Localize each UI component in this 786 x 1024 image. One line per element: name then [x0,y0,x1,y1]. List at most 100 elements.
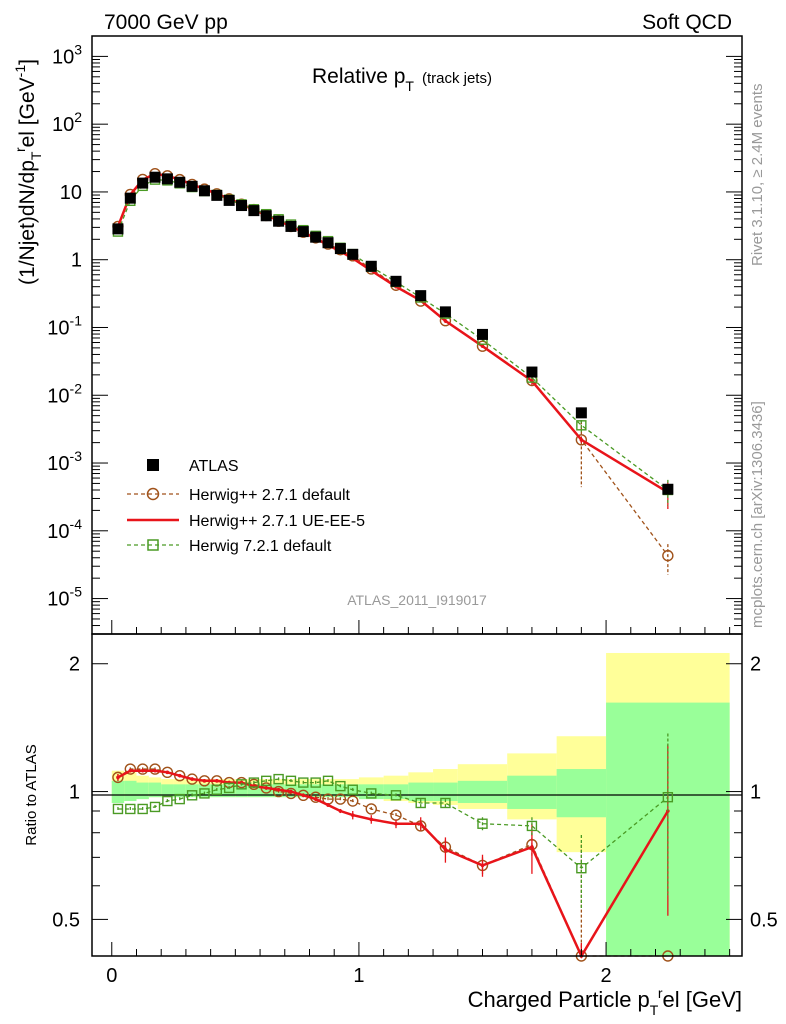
atlas-data-point [310,231,322,243]
marker-h271def [476,340,489,352]
ratio-marker-h271ue [530,845,534,849]
ratio-marker-h271ue [140,768,145,773]
tick-exponent: -4 [70,516,83,532]
ratio-marker-h271def [297,789,310,801]
tick-exponent: 2 [74,109,82,125]
atlas-data-point [112,223,124,235]
rivet-version-text: Rivet 3.1.10, ≥ 2.4M events [749,84,766,267]
marker-h271def [662,549,674,562]
atlas-data-point [124,192,136,204]
ratio-marker-h721 [526,820,538,832]
atlas-data-point [297,226,309,238]
tick-base: 10 [52,46,74,68]
xlabel-p1: Charged Particle p [468,987,650,1012]
ratio-band-inner [136,782,149,800]
ratio-band-inner [507,775,557,809]
ratio-band-inner [433,782,458,802]
ratio-marker-h271def [149,763,161,775]
x-tick-label: 2 [601,965,612,987]
bottom-y-axis-label: Ratio to ATLAS [23,744,40,845]
ratio-marker-h721 [273,773,284,785]
top-y-tick-label: 10-2 [47,380,82,407]
ratio-marker-h721 [415,797,426,809]
ratio-marker-h271ue [153,768,157,773]
x-tick-label: 0 [106,965,117,987]
tick-base: 10 [47,453,69,475]
marker-h271ue [443,319,448,323]
ratio-marker-h271def [174,769,186,782]
analysis-id: ATLAS_2011_I919017 [347,592,487,608]
ratio-band-inner [556,769,607,818]
ratio-marker-h271ue [326,803,330,807]
ratio-marker-h271ue [190,777,194,781]
ratio-marker-h721 [298,777,309,788]
top-ylabel-p1: (1/Njet)dN/dp [16,160,39,285]
top-ylabel-p2: T [28,151,44,160]
tick-base: 10 [47,317,69,339]
top-ylabel-p4: el [GeV [16,77,39,147]
top-y-tick-label: 10-3 [47,448,82,475]
mcplots-reference-text: mcplots.cern.ch [arXiv:1306.3436] [749,401,766,628]
atlas-data-point [285,220,297,232]
top-y-tick-label: 10-4 [47,516,82,543]
ratio-marker-h721 [347,784,358,795]
top-ylabel-p3: r [12,147,28,152]
ratio-band-inner [408,782,434,802]
tick-exponent: -2 [70,380,83,396]
xlabel-p3: r [658,985,663,1001]
ratio-tick-label-left: 0.5 [52,909,80,931]
ratio-marker-h271ue [128,768,133,773]
legend-label-h271def: Herwig++ 2.7.1 default [189,487,351,504]
atlas-data-point [662,483,674,495]
atlas-data-point [174,176,186,188]
legend-marker-h721 [147,539,159,551]
series-line-h721 [117,178,669,491]
tick-base: 1 [71,250,82,272]
ratio-marker-h271def [136,763,149,775]
ratio-marker-h271def [124,763,137,775]
atlas-data-point [248,205,260,217]
atlas-data-point [198,185,210,197]
ratio-marker-h721 [162,795,173,807]
ratio-marker-h721 [174,793,185,805]
ratio-marker-h721 [236,779,247,790]
atlas-data-point [223,194,235,206]
marker-h271def [575,434,588,446]
series-line-h271ue [116,172,669,494]
ratio-band-inner [161,784,174,798]
ratio-band-inner [222,784,236,798]
ratio-marker-h721 [248,777,260,788]
marker-h721 [576,420,587,431]
ratio-marker-h721 [199,788,210,799]
atlas-data-point [365,260,377,272]
ratio-marker-h271ue [418,821,423,826]
atlas-data-point [236,200,248,212]
ratio-marker-h271ue [301,793,306,798]
marker-h271ue [579,438,584,442]
atlas-data-point [260,210,272,222]
top-y-tick-label: 102 [52,109,82,136]
ratio-band-inner [124,780,137,802]
tick-exponent: -5 [70,584,83,600]
ratio-marker-h721 [149,801,161,813]
ratio-marker-h721 [261,775,272,787]
plot-title: Relative pT (track jets) [312,65,492,94]
ratio-marker-h721 [366,788,377,799]
atlas-data-point [161,173,173,185]
legend-label-atlas: ATLAS [189,458,239,475]
atlas-data-point [186,180,198,192]
legend-marker-h271def [146,487,160,501]
ratio-marker-h271ue [394,821,398,826]
top-y-tick-label: 10-5 [47,584,82,611]
series-layer [112,167,674,962]
tick-base: 10 [52,114,74,136]
ratio-marker-h721 [186,790,198,801]
plot-title-extra: (track jets) [422,70,492,87]
atlas-data-point [347,248,359,260]
x-axis-label: Charged Particle pTrel [GeV] [468,985,742,1018]
ratio-marker-h271ue [116,775,120,780]
tick-base: 10 [47,589,69,611]
ratio-marker-h271def [347,795,359,807]
ratio-band-inner [321,784,335,798]
